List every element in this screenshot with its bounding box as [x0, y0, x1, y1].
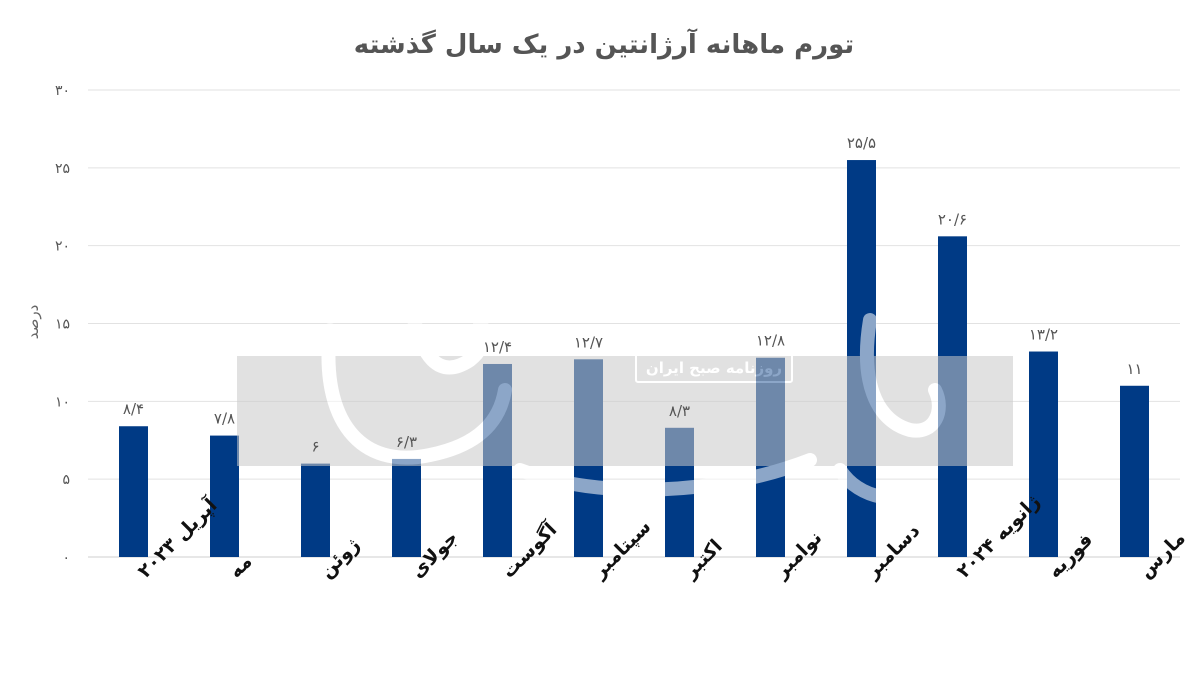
- watermark-label: روزنامه صبح ایران: [646, 359, 782, 377]
- data-label: ۷/۸: [214, 410, 235, 428]
- y-axis-ticks: ۰ ۵ ۱۰ ۱۵ ۲۰ ۲۵ ۳۰: [55, 83, 70, 566]
- data-label: ۲۰/۶: [938, 210, 967, 228]
- y-tick-label: ۱۰: [55, 394, 70, 410]
- bar: [1029, 351, 1058, 557]
- data-label: ۱۲/۸: [756, 332, 785, 350]
- data-label: ۱۲/۴: [483, 338, 512, 356]
- watermark-dots: [412, 292, 933, 323]
- data-label: ۱۱: [1126, 360, 1142, 378]
- y-tick-label: ۱۵: [55, 317, 70, 333]
- bar: [301, 463, 330, 557]
- y-tick-label: ۰: [62, 550, 70, 566]
- bar: [1120, 385, 1149, 557]
- data-label: ۶: [311, 438, 319, 456]
- y-tick-label: ۲۵: [55, 161, 70, 177]
- y-axis-label: درصد: [24, 305, 42, 340]
- y-tick-label: ۳۰: [55, 83, 70, 99]
- data-label: ۱۲/۷: [574, 333, 603, 351]
- data-label: ۶/۳: [396, 433, 417, 451]
- data-label: ۸/۴: [123, 400, 144, 418]
- data-label: ۱۳/۲: [1029, 326, 1058, 344]
- bar: [210, 435, 239, 557]
- watermark-band: [237, 356, 1013, 466]
- watermark-label-box: [635, 351, 793, 383]
- y-tick-label: ۲۰: [55, 239, 70, 255]
- data-label: ۸/۳: [669, 402, 690, 420]
- bar: [119, 426, 148, 557]
- y-tick-label: ۵: [62, 472, 70, 488]
- data-label: ۲۵/۵: [847, 134, 876, 152]
- bar: [392, 458, 421, 557]
- watermark-logo-lettering: [321, 293, 946, 506]
- watermark: روزنامه صبح ایران: [237, 292, 1013, 506]
- chart-title: تورم ماهانه آرژانتین در یک سال گذشته: [354, 28, 854, 60]
- data-labels: ۸/۴ ۷/۸ ۶ ۶/۳ ۱۲/۴ ۱۲/۷ ۸/۳ ۱۲/۸ ۲۵/۵ ۲۰/۶ ۱۳/۲ ۱۱: [123, 134, 1143, 456]
